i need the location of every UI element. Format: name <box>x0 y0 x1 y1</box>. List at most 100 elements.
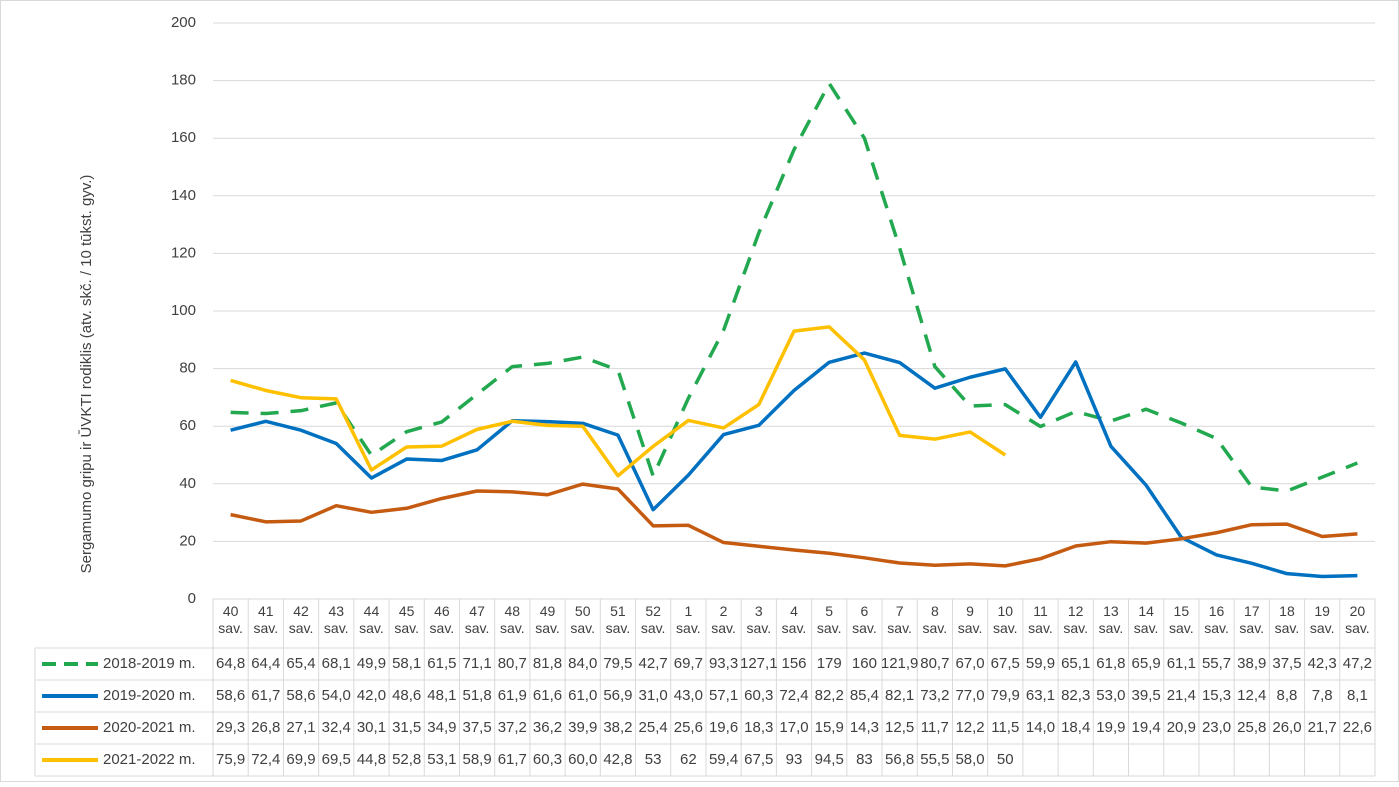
table-value: 82,1 <box>885 687 914 704</box>
table-value: 72,4 <box>251 751 280 768</box>
x-tick-label-box: 17 sav. <box>1239 603 1265 636</box>
x-tick-label-box: 44 sav. <box>359 603 384 636</box>
x-tick-label: 17 sav. <box>1239 603 1265 636</box>
x-tick-label-box: 43 sav. <box>323 603 349 636</box>
table-value: 38,9 <box>1237 655 1266 672</box>
x-tick-label-box: 40 sav. <box>218 603 243 636</box>
table-value: 39,5 <box>1132 687 1161 704</box>
table-value: 58,6 <box>286 687 315 704</box>
table-value: 53,0 <box>1096 687 1125 704</box>
legend-label: 2018-2019 m. <box>103 655 196 672</box>
x-tick-label: 10 sav. <box>992 603 1018 636</box>
table-value: 15,9 <box>815 719 844 736</box>
x-tick-label: 18 sav. <box>1274 603 1300 636</box>
table-value: 69,7 <box>674 655 703 672</box>
table-value: 61,1 <box>1167 655 1196 672</box>
table-value: 26,0 <box>1272 719 1301 736</box>
x-tick-label: 9 sav. <box>957 603 983 636</box>
table-value: 25,6 <box>674 719 703 736</box>
table-value: 61,0 <box>568 687 597 704</box>
table-value: 58,6 <box>216 687 245 704</box>
table-value: 19,6 <box>709 719 738 736</box>
table-value: 69,5 <box>322 751 351 768</box>
table-value: 56,9 <box>603 687 632 704</box>
table-value: 51,8 <box>462 687 491 704</box>
table-value: 27,1 <box>286 719 315 736</box>
table-value: 12,5 <box>885 719 914 736</box>
table-value: 37,5 <box>1272 655 1301 672</box>
x-tick-label-box: 8 sav. <box>922 603 948 636</box>
x-tick-label: 11 sav. <box>1028 603 1053 636</box>
x-tick-label-box: 18 sav. <box>1274 603 1300 636</box>
table-value: 58,0 <box>955 751 984 768</box>
table-value: 20,9 <box>1167 719 1196 736</box>
x-tick-label: 13 sav. <box>1098 603 1124 636</box>
x-tick-label-box: 51 sav. <box>606 603 631 636</box>
table-value: 59,4 <box>709 751 738 768</box>
table-value: 53 <box>645 751 662 768</box>
table-value: 64,4 <box>251 655 280 672</box>
table-value: 82,3 <box>1061 687 1090 704</box>
table-value: 23,0 <box>1202 719 1231 736</box>
table-value: 81,8 <box>533 655 562 672</box>
x-tick-label: 6 sav. <box>852 603 877 636</box>
x-tick-label-box: 9 sav. <box>957 603 983 636</box>
table-value: 82,2 <box>815 687 844 704</box>
x-tick-label: 7 sav. <box>887 603 912 636</box>
x-tick-label: 14 sav. <box>1133 603 1159 636</box>
x-tick-label-box: 5 sav. <box>817 603 842 636</box>
series-line <box>230 482 1358 568</box>
x-tick-label: 48 sav. <box>499 603 525 636</box>
x-tick-label: 3 sav. <box>746 603 772 636</box>
y-tick-label: 180 <box>171 72 196 89</box>
table-value: 63,1 <box>1026 687 1055 704</box>
x-tick-label: 45 sav. <box>394 603 419 636</box>
table-value: 56,8 <box>885 751 914 768</box>
table-value: 60,0 <box>568 751 597 768</box>
table-value: 49,9 <box>357 655 386 672</box>
table-value: 67,5 <box>744 751 773 768</box>
x-tick-label: 44 sav. <box>359 603 384 636</box>
table-value: 58,9 <box>462 751 491 768</box>
x-tick-label-box: 48 sav. <box>499 603 525 636</box>
table-value: 71,1 <box>462 655 491 672</box>
table-value: 29,3 <box>216 719 245 736</box>
table-value: 32,4 <box>322 719 351 736</box>
table-value: 15,3 <box>1202 687 1231 704</box>
legend-label: 2021-2022 m. <box>103 751 196 768</box>
x-tick-label: 8 sav. <box>922 603 948 636</box>
table-value: 55,5 <box>920 751 949 768</box>
x-tick-label-box: 7 sav. <box>887 603 912 636</box>
table-value: 30,1 <box>357 719 386 736</box>
x-tick-label-box: 11 sav. <box>1028 603 1053 636</box>
y-tick-label: 20 <box>179 532 196 549</box>
table-value: 57,1 <box>709 687 738 704</box>
table-value: 69,9 <box>286 751 315 768</box>
x-tick-label-box: 19 sav. <box>1309 603 1335 636</box>
table-value: 83 <box>856 751 873 768</box>
x-tick-label: 19 sav. <box>1309 603 1335 636</box>
table-value: 94,5 <box>815 751 844 768</box>
x-tick-label-box: 1 sav. <box>676 603 701 636</box>
y-tick-label: 80 <box>179 360 196 377</box>
x-tick-label-box: 6 sav. <box>852 603 877 636</box>
table-value: 65,4 <box>286 655 315 672</box>
table-value: 79,9 <box>991 687 1020 704</box>
y-tick-label: 200 <box>171 14 196 31</box>
table-value: 61,7 <box>498 751 527 768</box>
table-value: 79,5 <box>603 655 632 672</box>
x-tick-label: 50 sav. <box>570 603 596 636</box>
table-value: 61,5 <box>427 655 456 672</box>
table-value: 34,9 <box>427 719 456 736</box>
x-tick-label: 47 sav. <box>464 603 490 636</box>
table-value: 25,4 <box>639 719 668 736</box>
x-tick-label: 16 sav. <box>1204 603 1229 636</box>
table-value: 121,9 <box>881 655 919 672</box>
x-tick-label-box: 45 sav. <box>394 603 419 636</box>
table-value: 67,0 <box>955 655 984 672</box>
x-tick-label: 43 sav. <box>323 603 349 636</box>
table-value: 48,6 <box>392 687 421 704</box>
x-tick-label-box: 2 sav. <box>711 603 736 636</box>
table-value: 68,1 <box>322 655 351 672</box>
